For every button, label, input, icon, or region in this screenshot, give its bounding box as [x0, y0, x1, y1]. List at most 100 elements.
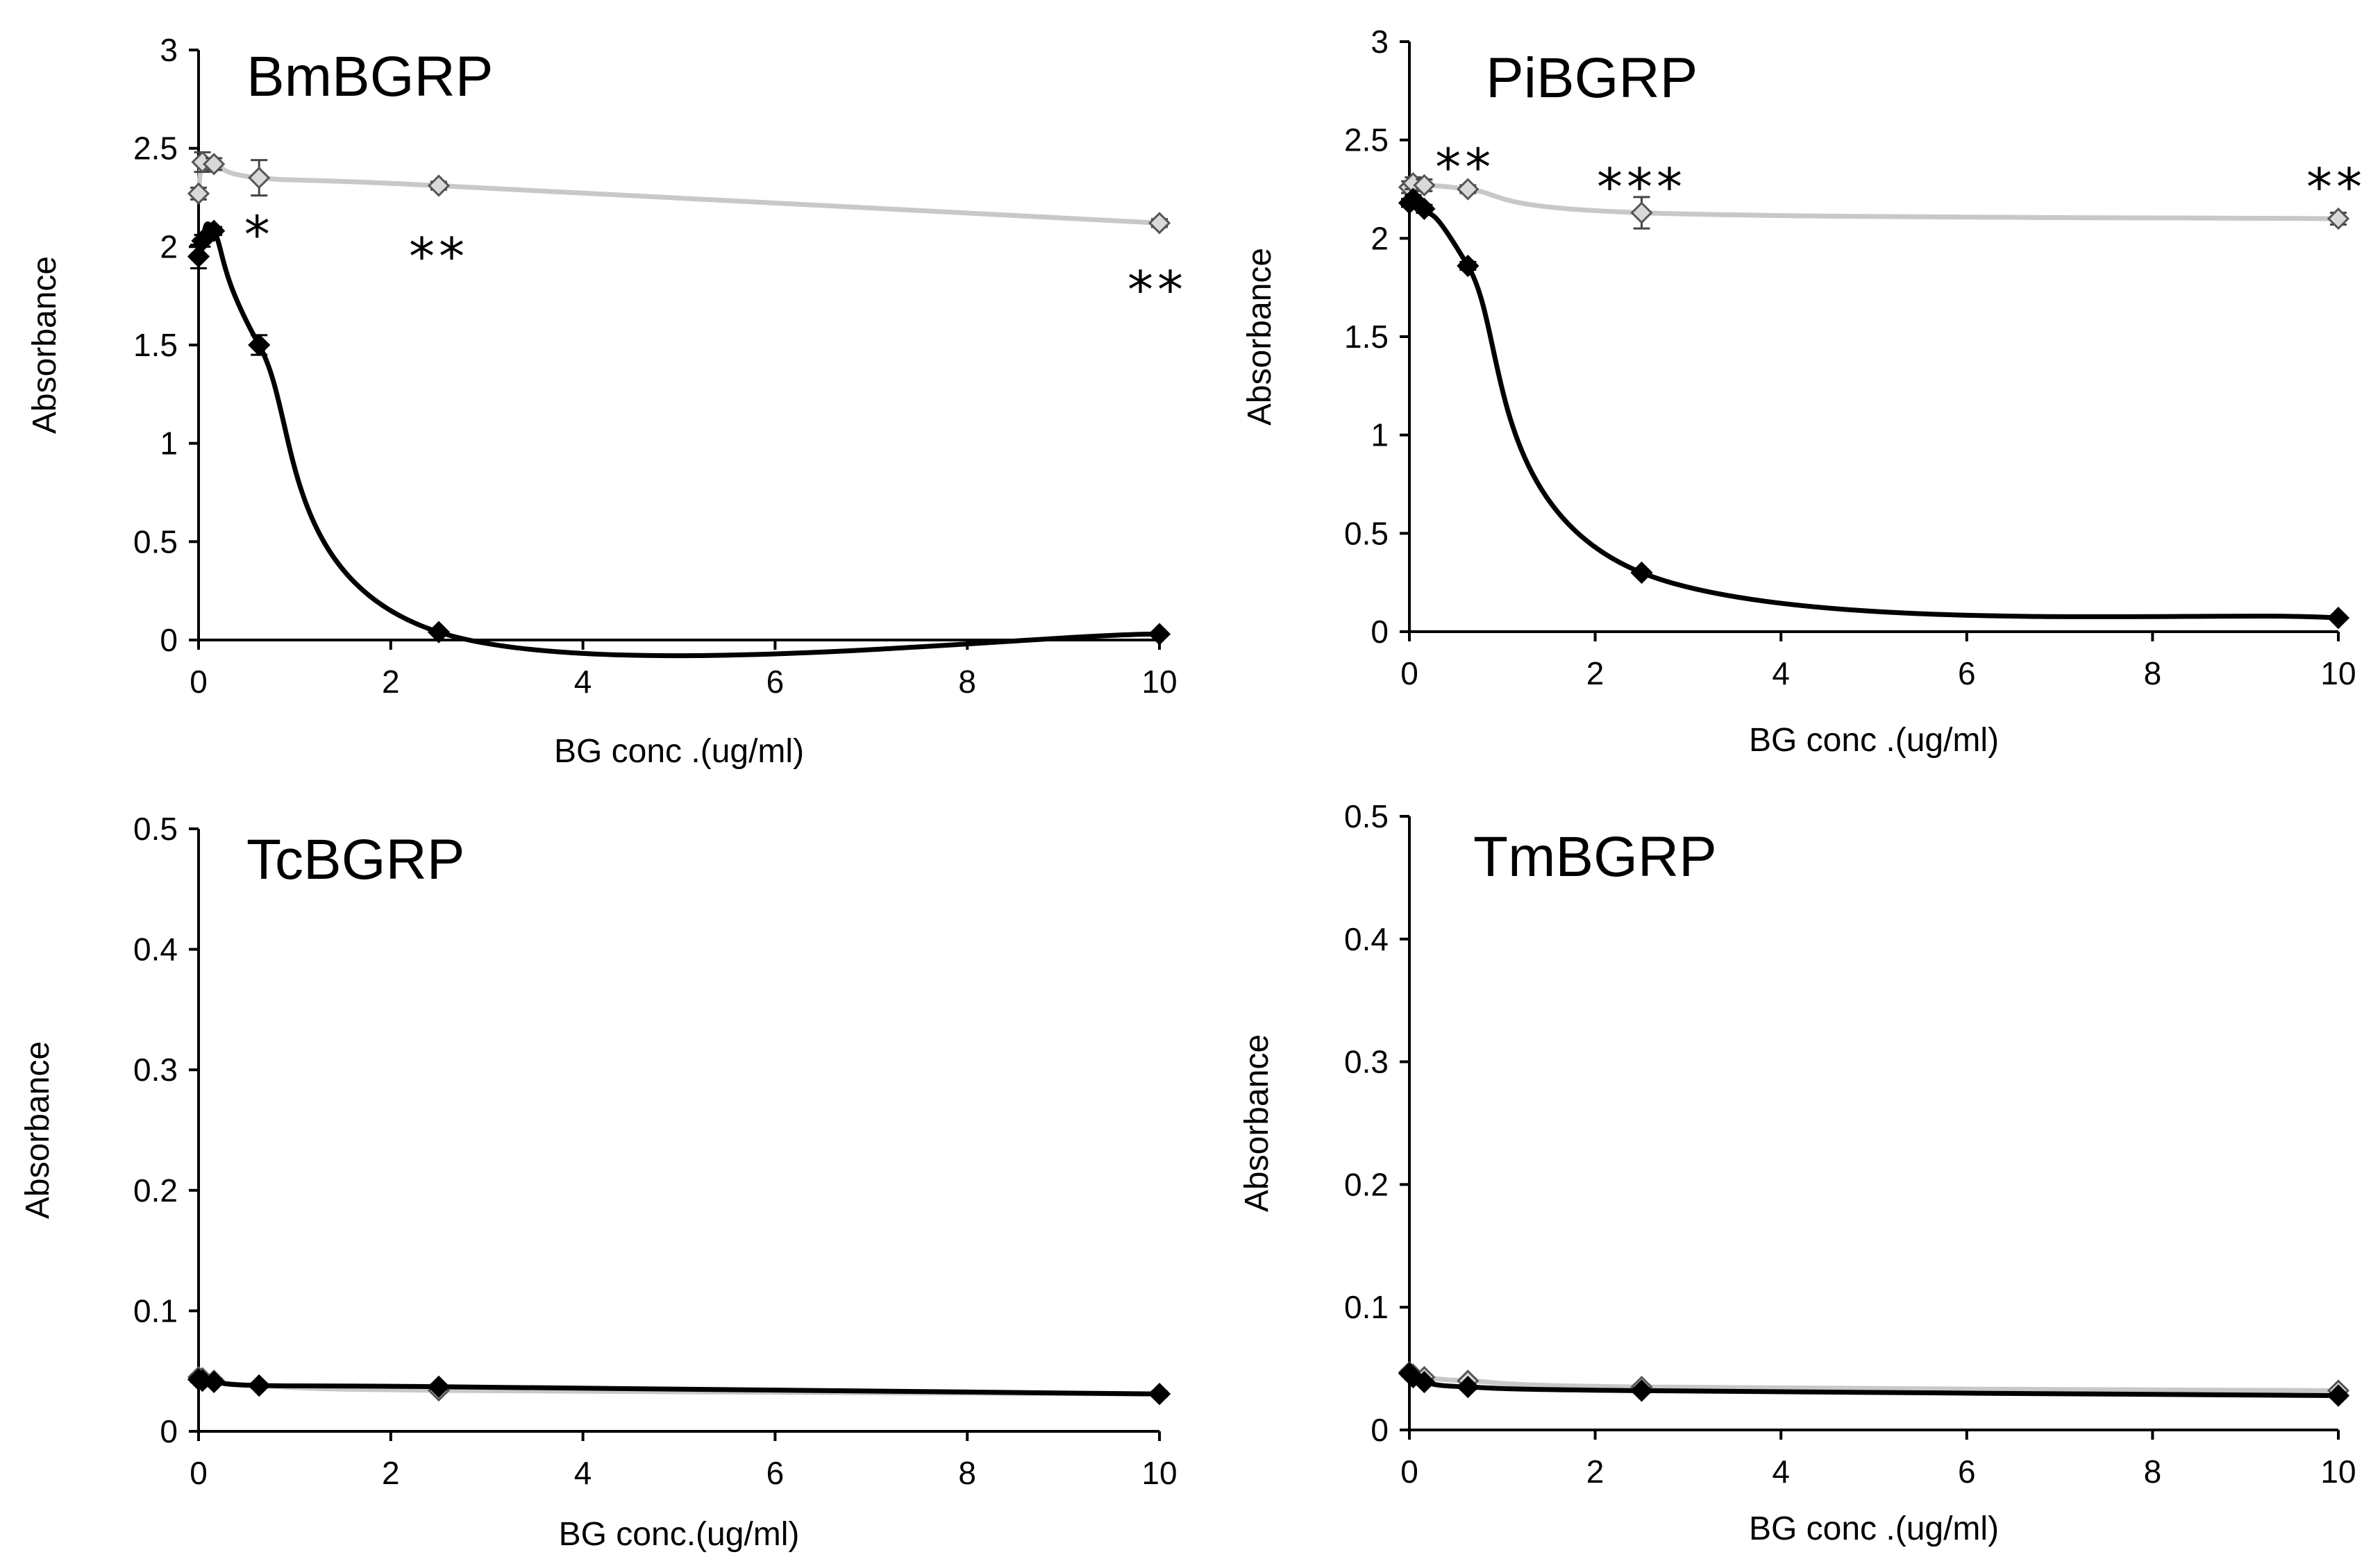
- significance-label: **: [2306, 158, 2366, 217]
- x-tick-label: 2: [382, 664, 400, 700]
- x-tick-label: 2: [1586, 655, 1604, 691]
- y-tick-label: 0: [160, 1413, 178, 1449]
- data-point-light: [1148, 212, 1171, 235]
- x-tick-label: 2: [1586, 1454, 1604, 1490]
- x-tick-label: 8: [2144, 1454, 2162, 1490]
- series-line-dark: [196, 221, 1162, 659]
- y-tick-label: 1: [160, 426, 178, 462]
- x-tick-label: 10: [2320, 655, 2356, 691]
- y-tick-label: 0.4: [133, 932, 178, 968]
- series-line-light: [196, 157, 1162, 226]
- x-tick-label: 10: [2320, 1454, 2356, 1490]
- panel-title: PiBGRP: [1486, 47, 1698, 110]
- chart-panel-tmbgrp: 0 0.1 0.2 0.3 0.4 0.5 0 2 4 6 8 10 BG conc .(ug/ml) A…: [1239, 798, 2356, 1547]
- x-tick-label: 6: [766, 1455, 785, 1491]
- data-point-light: [187, 182, 210, 205]
- x-tick-label: 8: [2144, 655, 2162, 691]
- x-tick-label: 8: [958, 1455, 976, 1491]
- x-tick-label: 10: [1141, 664, 1177, 700]
- data-point-dark: [1413, 197, 1436, 220]
- data-point-dark: [248, 333, 271, 357]
- series-line-light: [1407, 180, 2341, 221]
- significance-label: **: [409, 227, 469, 287]
- y-axis-title: Absorbance: [1241, 248, 1278, 426]
- y-tick-label: 0: [1371, 614, 1389, 650]
- data-point-dark: [248, 1374, 271, 1397]
- y-tick-label: 1.5: [133, 327, 178, 363]
- significance-label: ***: [1597, 158, 1686, 217]
- y-tick-label: 0.5: [133, 523, 178, 559]
- significance-label: **: [1435, 138, 1495, 198]
- data-point-dark: [1457, 254, 1480, 278]
- y-tick-label: 0.1: [133, 1293, 178, 1329]
- chart-panel-pibgrp: 0 0.5 1 1.5 2 2.5 3 0 2 4 6 8 10 BG conc .(ug/ml) Abso…: [1241, 24, 2366, 759]
- y-tick-label: 3: [1371, 24, 1389, 60]
- y-tick-label: 0.5: [1344, 798, 1389, 834]
- data-point-dark: [203, 219, 226, 242]
- data-point-dark: [427, 1375, 451, 1398]
- chart-panel-tcbgrp: 0 0.1 0.2 0.3 0.4 0.5 0 2 4 6 8 10 BG conc.(ug/ml) Ab…: [19, 811, 1178, 1553]
- data-point-dark: [2327, 607, 2350, 630]
- y-tick-label: 0: [1371, 1412, 1389, 1448]
- y-axis-title: Absorbance: [19, 1041, 56, 1219]
- x-tick-label: 10: [1141, 1455, 1177, 1491]
- data-point-dark: [1148, 1383, 1171, 1406]
- y-axis-title: Absorbance: [1239, 1034, 1275, 1212]
- data-point-dark: [1457, 1375, 1480, 1399]
- x-tick-label: 6: [766, 664, 785, 700]
- y-tick-label: 1.5: [1344, 319, 1389, 355]
- data-point-dark: [1630, 1379, 1653, 1402]
- data-point-dark: [1148, 623, 1171, 646]
- y-tick-label: 0.5: [1344, 515, 1389, 551]
- panel-title: TmBGRP: [1473, 825, 1717, 889]
- y-tick-label: 2: [160, 228, 178, 264]
- y-axis-title: Absorbance: [26, 256, 63, 434]
- x-tick-label: 6: [1958, 655, 1976, 691]
- y-tick-label: 0.3: [1344, 1044, 1389, 1080]
- significance-label: **: [1128, 260, 1187, 320]
- chart-panel-bmbgrp: 0 0.5 1 1.5 2 2.5 3 0 2 4 6 8 10 BG conc .(ug/ml) Abso…: [26, 32, 1187, 770]
- x-axis-title: BG conc .(ug/ml): [554, 733, 804, 770]
- x-tick-label: 4: [574, 1455, 592, 1491]
- y-tick-label: 0.5: [133, 811, 178, 847]
- x-tick-label: 4: [1772, 1454, 1790, 1490]
- data-point-dark: [427, 621, 451, 643]
- y-tick-label: 3: [160, 32, 178, 68]
- data-point-light: [203, 153, 226, 176]
- data-point-dark: [187, 245, 210, 268]
- data-point-light: [2327, 207, 2350, 230]
- data-point-light: [1630, 201, 1653, 224]
- y-tick-label: 0.4: [1344, 921, 1389, 957]
- x-tick-label: 4: [574, 664, 592, 700]
- y-tick-label: 0.2: [1344, 1166, 1389, 1202]
- y-tick-label: 2.5: [133, 130, 178, 167]
- x-tick-label: 0: [190, 664, 208, 700]
- y-tick-label: 0: [160, 622, 178, 658]
- data-point-dark: [1630, 561, 1653, 584]
- data-point-dark: [1413, 1370, 1436, 1394]
- panel-title: BmBGRP: [246, 45, 493, 108]
- data-point-light: [1413, 174, 1436, 196]
- significance-label: *: [244, 205, 274, 265]
- y-tick-label: 1: [1371, 417, 1389, 453]
- data-point-light: [427, 174, 451, 197]
- x-tick-label: 6: [1958, 1454, 1976, 1490]
- x-tick-label: 0: [1400, 655, 1418, 691]
- x-axis-title: BG conc.(ug/ml): [559, 1516, 800, 1553]
- series-line-dark: [1407, 196, 2341, 621]
- y-tick-label: 0.2: [133, 1172, 178, 1209]
- y-tick-label: 2.5: [1344, 122, 1389, 158]
- panel-title: TcBGRP: [246, 828, 464, 891]
- x-tick-label: 0: [190, 1455, 208, 1491]
- x-axis-title: BG conc .(ug/ml): [1749, 1510, 1999, 1547]
- x-tick-label: 8: [958, 664, 976, 700]
- y-tick-label: 0.1: [1344, 1289, 1389, 1325]
- x-axis-title: BG conc .(ug/ml): [1749, 722, 1999, 759]
- x-tick-label: 4: [1772, 655, 1790, 691]
- data-point-dark: [203, 1370, 226, 1393]
- data-point-dark: [2327, 1384, 2350, 1407]
- x-tick-label: 0: [1400, 1454, 1418, 1490]
- y-tick-label: 2: [1371, 220, 1389, 256]
- y-tick-label: 0.3: [133, 1052, 178, 1088]
- data-point-light: [1457, 178, 1480, 201]
